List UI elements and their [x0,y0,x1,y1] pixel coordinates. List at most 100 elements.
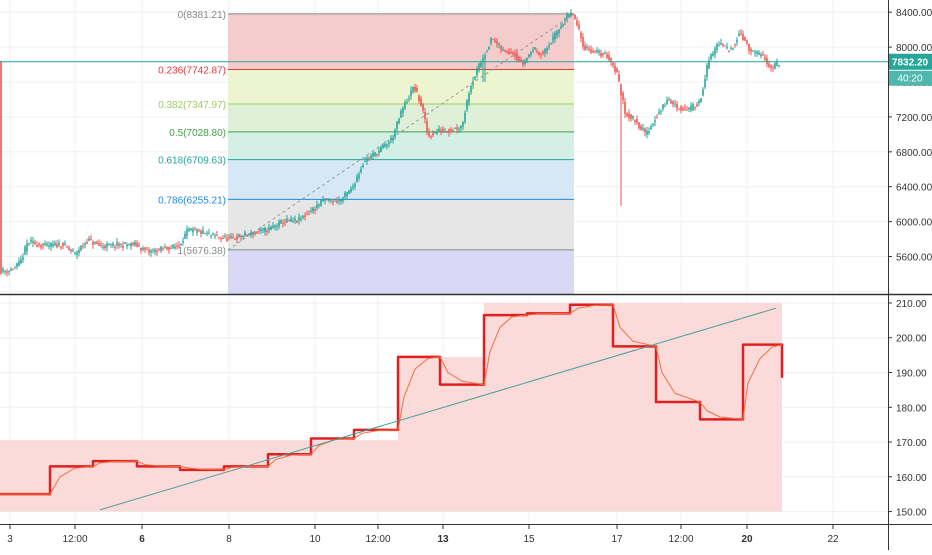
candle-body [68,247,70,250]
candle-body [776,61,778,66]
candle-body [296,220,298,223]
x-tick-label: 17 [611,534,623,545]
candle-body [746,40,748,44]
candle-body [194,229,196,231]
candle-body [674,103,676,105]
candle-body [446,131,448,133]
x-tick-label: 8 [226,534,232,545]
candle-body [760,54,762,57]
candle-body [730,48,732,50]
candle-body [510,51,512,53]
candle-body [718,44,720,46]
candle-body [120,243,122,245]
candle-body [684,107,686,109]
candle-body [358,173,360,179]
fib-zone [228,13,574,70]
price-badge [889,53,932,70]
candle-body [372,153,374,157]
candle-body [728,50,730,52]
candle-body [532,50,534,52]
candle-body [474,76,476,80]
countdown-badge [889,70,932,86]
candle-body [598,50,600,54]
candle-body [242,236,244,238]
candle-body [696,104,698,107]
candle-body [170,247,172,249]
osc-y-tick-label: 210.00 [896,299,927,310]
candle-body [66,246,68,248]
candle-body [600,53,602,57]
x-tick-label: 20 [741,534,753,545]
candle-body [456,127,458,130]
candle-body [176,246,178,248]
osc-y-tick-label: 200.00 [896,334,927,345]
candle-body [660,110,662,113]
candle-body [132,242,134,245]
candle-body [252,232,254,236]
candle-body [344,192,346,197]
candle-body [24,246,26,255]
candle-body [516,53,518,61]
price-badge-label: 7832.20 [892,58,929,69]
candle-body [212,233,214,235]
candle-body [634,120,636,123]
candle-body [488,46,490,50]
candle-body [140,247,142,251]
candle-body [614,65,616,72]
candle-body [160,246,162,252]
candle-body [110,243,112,245]
candle-body [8,271,10,273]
candle-body [260,228,262,231]
fib-zone [228,69,574,104]
x-tick-label: 12:00 [668,534,693,545]
candle-body [706,64,708,78]
candle-body [376,153,378,156]
candle-body [460,125,462,129]
candle-body [586,46,588,48]
candle-body [648,131,650,133]
candle-body [126,244,128,247]
candle-body [334,198,336,201]
candle-body [748,44,750,51]
candle-body [6,271,8,273]
candle-body [304,215,306,218]
candle-body [124,242,126,244]
candle-body [338,199,340,201]
candle-body [594,50,596,52]
x-tick-label: 12:00 [365,534,390,545]
fib-zone [228,131,574,160]
candle-body [40,244,42,248]
candle-body [712,53,714,57]
candle-body [668,99,670,101]
candle-body [10,269,12,271]
candle-body [276,226,278,228]
osc-y-tick-label: 170.00 [896,438,927,449]
candle-body [388,141,390,144]
y-tick-label: 8400.00 [896,8,932,19]
candle-body [122,245,124,248]
candle-body [450,129,452,131]
candle-body [504,50,506,52]
fib-zone [228,159,574,200]
candle-body [458,128,460,130]
candle-body [406,101,408,104]
candle-body [262,228,264,231]
candle-body [604,52,606,54]
candle-body [560,26,562,29]
candle-body [362,164,364,167]
candle-body [454,127,456,129]
fib-level-label: 0.382(7347.97) [158,100,226,111]
candle-body [664,105,666,107]
osc-band [0,440,398,512]
candle-body [36,245,38,247]
candle-body [192,228,194,233]
candle-body [92,241,94,245]
candle-body [686,109,688,111]
candle-body [520,59,522,61]
candle-body [368,158,370,160]
candle-body [226,238,228,242]
candle-body [182,241,184,243]
candle-body [230,236,232,238]
candle-body [292,220,294,222]
